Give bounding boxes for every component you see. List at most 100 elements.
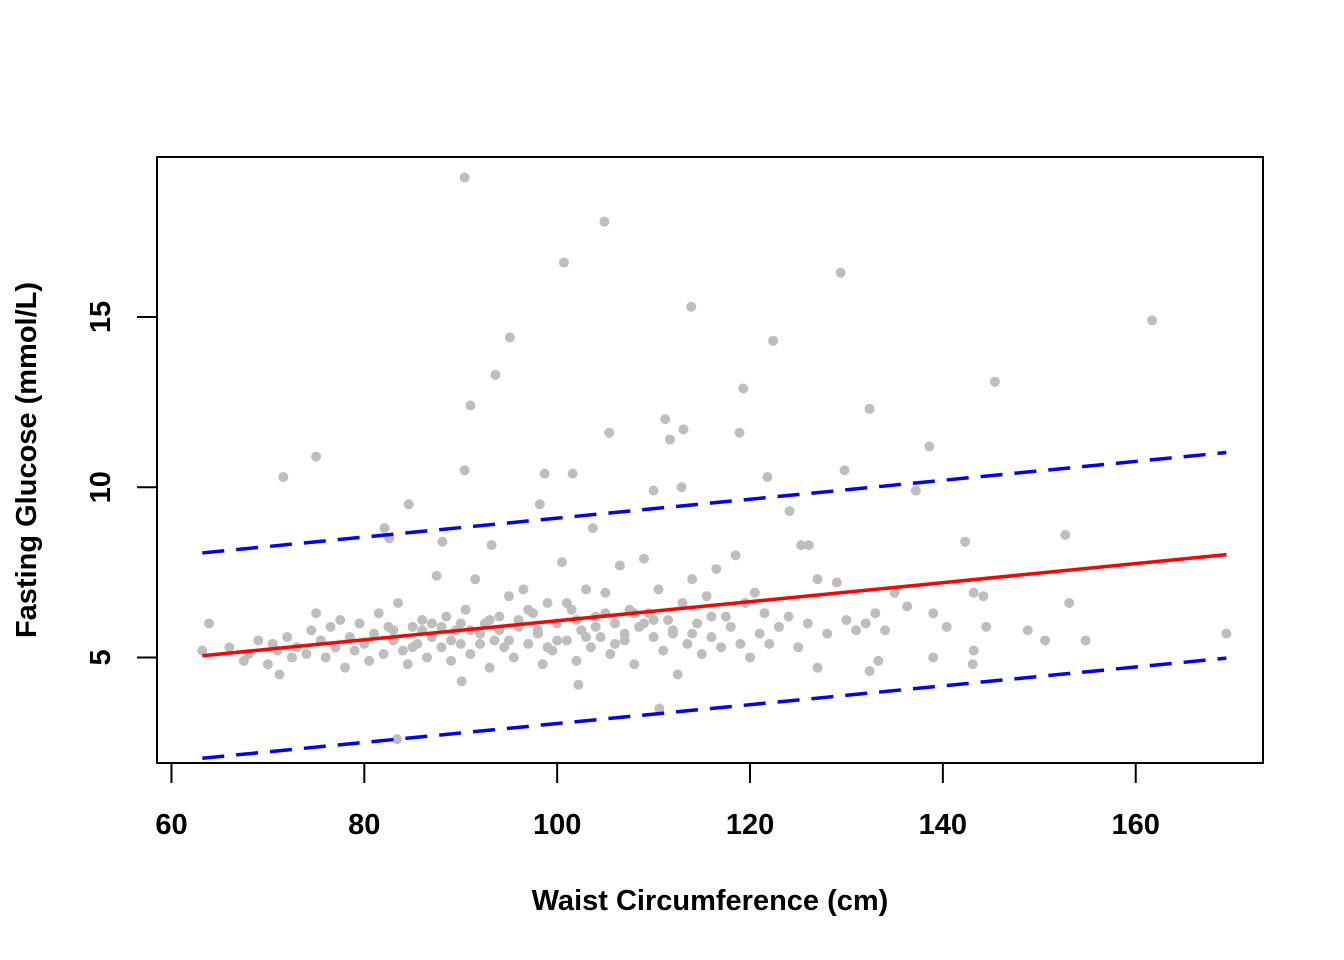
data-point (542, 597, 553, 608)
y-tick-label: 10 (85, 471, 117, 503)
data-point (860, 618, 871, 629)
data-point (629, 659, 640, 670)
data-point (663, 615, 674, 626)
data-point (654, 703, 665, 714)
data-point (835, 267, 846, 278)
data-point (706, 632, 717, 643)
data-point (889, 587, 900, 598)
data-point (373, 608, 384, 619)
data-point (475, 638, 486, 649)
data-point (484, 615, 495, 626)
data-point (306, 625, 317, 636)
data-point (320, 652, 331, 663)
data-point (402, 659, 413, 670)
data-point (539, 468, 550, 479)
lines-layer (202, 450, 1227, 760)
data-point (441, 611, 452, 622)
data-point (542, 642, 553, 653)
data-point (648, 615, 659, 626)
data-point (278, 472, 289, 483)
data-point (465, 400, 476, 411)
data-point (648, 485, 659, 496)
data-point (590, 621, 601, 632)
data-point (762, 472, 773, 483)
data-point (638, 553, 649, 564)
data-point (870, 608, 881, 619)
data-point (610, 618, 621, 629)
data-point (638, 618, 649, 629)
data-point (340, 662, 351, 673)
data-point (421, 652, 432, 663)
data-point (864, 666, 875, 677)
data-point (325, 621, 336, 632)
data-point (403, 499, 414, 510)
x-tick-label: 140 (919, 809, 967, 841)
data-point (455, 618, 466, 629)
data-point (960, 536, 971, 547)
data-point (687, 574, 698, 585)
data-point (687, 628, 698, 639)
data-point (431, 570, 442, 581)
data-point (490, 369, 501, 380)
data-point (503, 635, 514, 646)
data-point (311, 608, 322, 619)
data-point (738, 383, 749, 394)
data-point (465, 649, 476, 660)
data-point (571, 655, 582, 666)
data-point (902, 601, 913, 612)
data-point (793, 642, 804, 653)
x-tick-label: 80 (348, 809, 380, 841)
data-point (660, 414, 671, 425)
data-point (587, 523, 598, 534)
data-point (614, 560, 625, 571)
data-point (330, 642, 341, 653)
data-point (354, 618, 365, 629)
data-point (941, 621, 952, 632)
y-tick-label: 15 (85, 301, 117, 333)
data-point (1060, 529, 1071, 540)
data-point (831, 577, 842, 588)
data-point (513, 615, 524, 626)
data-point (397, 645, 408, 656)
data-point (224, 642, 235, 653)
data-point (368, 628, 379, 639)
data-point (595, 632, 606, 643)
data-point (460, 604, 471, 615)
data-point (537, 659, 548, 670)
y-axis-label: Fasting Glucose (mmol/L) (11, 282, 43, 638)
data-point (822, 628, 833, 639)
data-point (573, 679, 584, 690)
data-point (968, 645, 979, 656)
data-point (274, 669, 285, 680)
data-point (585, 642, 596, 653)
data-point (581, 632, 592, 643)
x-tick-label: 120 (726, 809, 774, 841)
data-point (664, 434, 675, 445)
data-point (407, 621, 418, 632)
data-point (682, 638, 693, 649)
data-point (619, 628, 630, 639)
data-point (1221, 628, 1232, 639)
data-point (484, 662, 495, 673)
data-point (459, 465, 470, 476)
data-point (197, 645, 208, 656)
data-point (989, 376, 1000, 387)
data-point (691, 618, 702, 629)
data-point (552, 635, 563, 646)
y-axis: 5 10 15 (85, 301, 158, 666)
data-point (773, 621, 784, 632)
data-point (262, 659, 273, 670)
data-point (489, 635, 500, 646)
data-point (581, 584, 592, 595)
data-point (839, 465, 850, 476)
x-tick-label: 60 (155, 809, 187, 841)
data-point (567, 468, 578, 479)
data-point (968, 587, 979, 598)
data-point (311, 451, 322, 462)
data-point (735, 638, 746, 649)
data-point (873, 655, 884, 666)
data-point (924, 441, 935, 452)
data-point (446, 655, 457, 666)
data-point (1064, 597, 1075, 608)
data-point (437, 536, 448, 547)
